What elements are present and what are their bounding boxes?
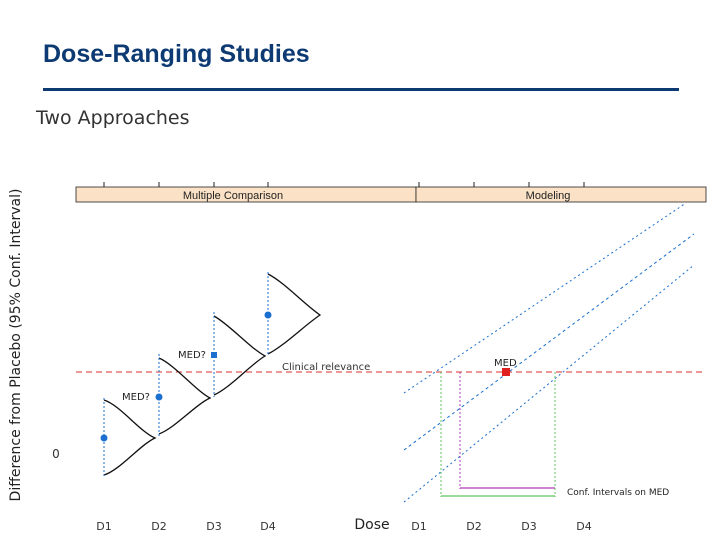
density-curve-d3: [213, 315, 267, 396]
x-tick-mc-d2: D2: [151, 520, 166, 533]
clinical-relevance-label: Clinical relevance: [282, 362, 370, 373]
point-d2: [155, 393, 163, 401]
med-point: [502, 368, 510, 376]
ci-on-med-label: Conf. Intervals on MED: [567, 488, 669, 498]
slide-subtitle: Two Approaches: [36, 107, 190, 129]
density-curve-d4: [267, 273, 322, 355]
strip-modeling: [415, 186, 707, 203]
x-tick-labels: D1 D2 D3 D4 D1 D2 D3 D4: [96, 520, 591, 533]
density-curve-d2: [158, 357, 212, 435]
x-tick-mc-d1: D1: [96, 520, 111, 533]
med-question-label-d2: MED?: [122, 392, 150, 403]
top-ticks: [103, 182, 585, 187]
y-tick-zero: 0: [52, 447, 60, 461]
x-axis-label: Dose: [354, 517, 389, 533]
x-tick-model-d2: D2: [466, 520, 481, 533]
point-d1: [100, 434, 108, 442]
density-curve-d1: [103, 399, 157, 476]
slide-title: Dose-Ranging Studies: [43, 40, 310, 68]
modeling-panel: MED Conf. Intervals on MED: [403, 202, 695, 503]
x-tick-mc-d4: D4: [260, 520, 275, 533]
y-axis-label: Difference from Placebo (95% Conf. Inter…: [8, 189, 24, 502]
fit-line: [403, 233, 695, 451]
med-label: MED: [494, 358, 517, 369]
strip-label-multiple-comparison: Multiple Comparison: [183, 190, 283, 202]
multiple-comparison-panel: MED? MED?: [100, 272, 322, 478]
med-question-label-d3: MED?: [178, 350, 206, 361]
strip-label-modeling: Modeling: [526, 190, 571, 202]
x-tick-mc-d3: D3: [206, 520, 221, 533]
x-tick-model-d3: D3: [521, 520, 536, 533]
fit-upper-band: [403, 202, 687, 394]
x-tick-model-d1: D1: [411, 520, 426, 533]
x-tick-model-d4: D4: [576, 520, 591, 533]
title-divider: [43, 88, 679, 91]
fit-lower-band: [403, 264, 695, 503]
point-d3: [211, 352, 217, 358]
point-d4: [264, 311, 272, 319]
